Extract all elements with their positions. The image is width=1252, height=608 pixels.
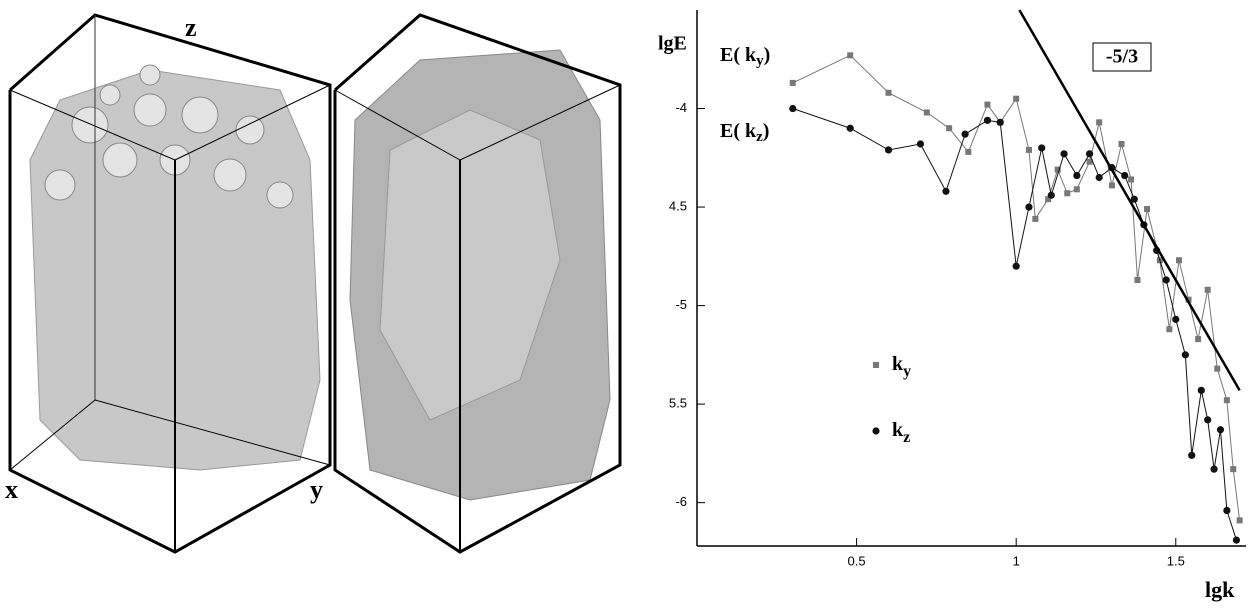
annotation-close: ) — [763, 120, 770, 142]
point — [1013, 95, 1020, 102]
annotation: E( kz) — [720, 120, 769, 146]
point — [1204, 286, 1211, 293]
legend-name: k — [892, 353, 904, 375]
legend-entry: kz — [892, 419, 910, 446]
point — [1130, 195, 1138, 203]
point — [1195, 336, 1202, 343]
point — [1025, 203, 1033, 211]
point — [916, 140, 925, 148]
reference-label-box — [1092, 42, 1152, 72]
point — [1181, 351, 1189, 359]
point — [1064, 190, 1071, 197]
annotation-close: ) — [764, 44, 771, 66]
point — [1223, 397, 1230, 404]
x-axis-title: lgk — [1205, 577, 1235, 602]
point — [789, 79, 796, 86]
legend-marker — [872, 427, 880, 435]
x-tick-label: 1.5 — [1167, 553, 1185, 568]
point — [847, 52, 854, 59]
point — [885, 89, 892, 96]
point — [1210, 465, 1218, 473]
point — [1118, 141, 1125, 147]
point — [942, 187, 950, 195]
render-right — [333, 13, 622, 554]
point — [923, 109, 930, 116]
axis-label-z: z — [185, 13, 197, 42]
annotation-subscript: z — [756, 129, 763, 145]
y-tick-label: -5 — [675, 297, 687, 312]
point — [1038, 144, 1046, 152]
axis-label-x: x — [5, 475, 18, 504]
legend-marker — [873, 362, 879, 368]
point — [946, 125, 953, 132]
point — [983, 116, 992, 124]
point — [996, 118, 1004, 126]
y-axis-title: lgE — [658, 33, 687, 55]
point — [1188, 451, 1196, 459]
point — [1108, 182, 1115, 189]
reference-line — [1018, 9, 1241, 391]
point — [1045, 196, 1052, 203]
point — [1128, 176, 1135, 183]
series-line — [792, 54, 1241, 521]
x-tick-label: 0.5 — [848, 553, 866, 568]
point — [1134, 276, 1141, 283]
point — [1236, 517, 1243, 524]
reference-label: -5/3 — [1106, 46, 1138, 68]
render-left — [8, 13, 332, 554]
point — [1175, 257, 1182, 264]
point — [1162, 276, 1170, 284]
legend-name: k — [892, 419, 904, 441]
point — [1172, 315, 1180, 323]
point — [1054, 166, 1061, 173]
point — [846, 124, 854, 132]
point — [884, 146, 893, 154]
point — [1073, 186, 1080, 193]
axis-label-y: y — [310, 475, 323, 504]
annotation-text: E( k — [720, 120, 757, 142]
point — [1032, 215, 1039, 222]
legend-subscript: y — [903, 363, 911, 380]
point — [1214, 365, 1221, 372]
point — [984, 101, 991, 108]
point — [961, 130, 969, 138]
point — [1096, 119, 1103, 126]
point — [1121, 171, 1129, 180]
point — [1144, 206, 1151, 213]
annotation-text: E( k — [720, 44, 757, 66]
point — [1223, 506, 1231, 515]
point — [789, 104, 797, 113]
point — [1095, 173, 1103, 182]
point — [1086, 158, 1093, 165]
point — [1085, 150, 1094, 158]
annotation-subscript: y — [756, 53, 764, 69]
y-tick-label: 4.5 — [669, 198, 687, 213]
annotation: E( ky) — [720, 44, 770, 70]
point — [1197, 386, 1205, 394]
point — [1060, 150, 1068, 158]
point — [1204, 416, 1212, 424]
point — [965, 148, 972, 155]
point — [1073, 171, 1081, 180]
y-tick-label: -6 — [675, 494, 687, 509]
point — [1232, 536, 1241, 544]
point — [1216, 426, 1225, 434]
x-tick-label: 1 — [1013, 553, 1020, 568]
point — [1166, 326, 1173, 333]
legend-entry: ky — [892, 353, 911, 380]
point — [1047, 191, 1055, 199]
legend-subscript: z — [903, 429, 910, 446]
y-tick-label: 5.5 — [669, 396, 687, 411]
y-tick-label: -4 — [675, 100, 687, 115]
point — [1230, 466, 1237, 473]
point — [1025, 146, 1032, 153]
point — [1012, 262, 1020, 270]
